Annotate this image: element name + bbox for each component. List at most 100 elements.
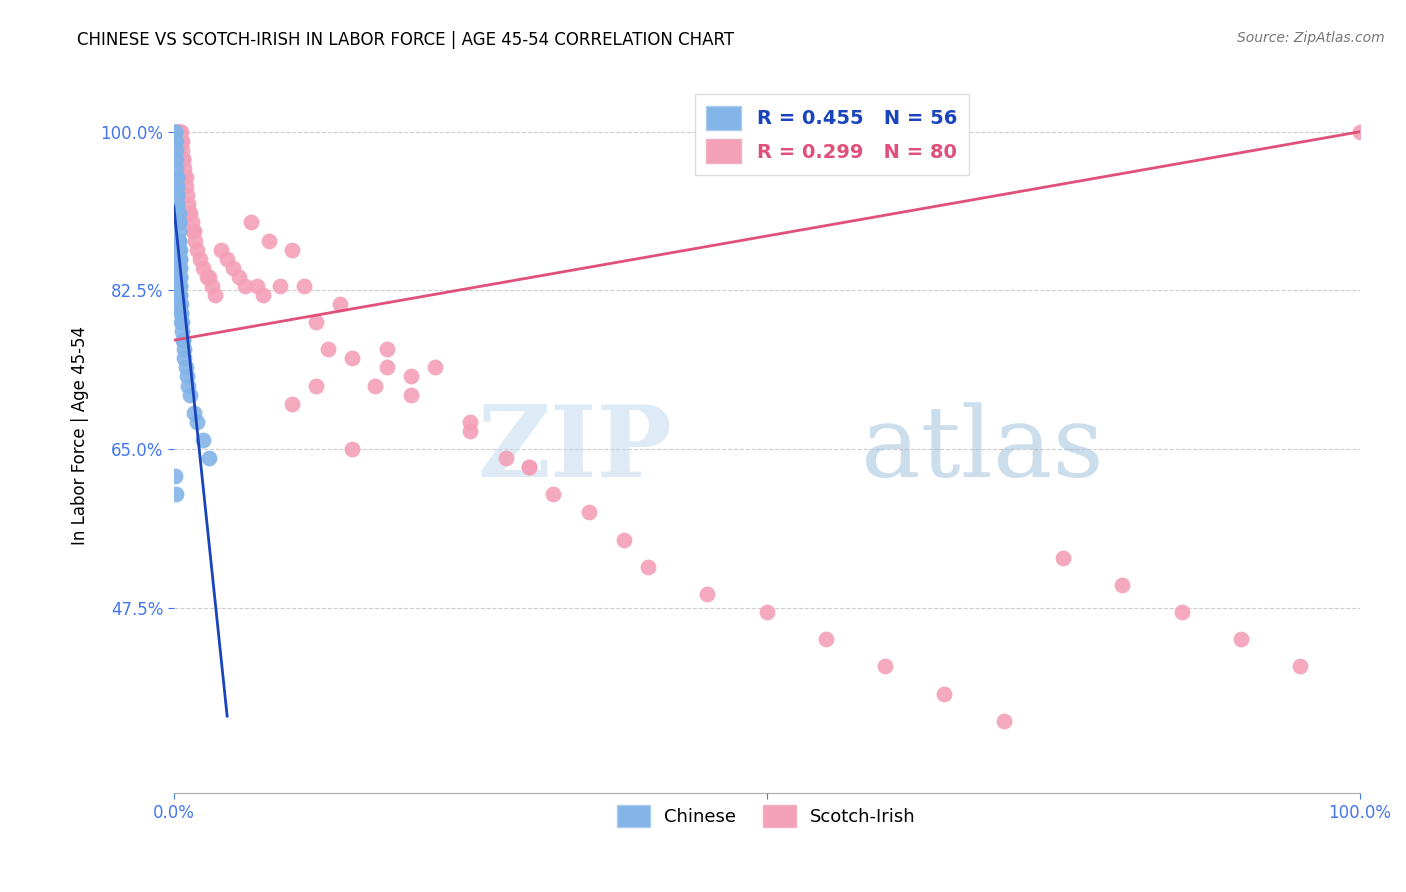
Point xyxy=(209,243,232,257)
Point xyxy=(169,260,191,275)
Legend: Chinese, Scotch-Irish: Chinese, Scotch-Irish xyxy=(610,798,924,834)
Point xyxy=(173,351,195,366)
Point xyxy=(340,351,363,366)
Point xyxy=(755,605,778,619)
Point xyxy=(637,559,659,574)
Point xyxy=(165,125,187,139)
Point xyxy=(180,215,202,229)
Point xyxy=(1111,578,1133,592)
Point xyxy=(375,360,398,375)
Point xyxy=(292,278,315,293)
Point xyxy=(169,125,191,139)
Point xyxy=(169,243,191,257)
Point xyxy=(163,134,186,148)
Point xyxy=(399,387,422,401)
Y-axis label: In Labor Force | Age 45-54: In Labor Force | Age 45-54 xyxy=(72,326,89,545)
Point xyxy=(170,134,193,148)
Point xyxy=(246,278,269,293)
Point xyxy=(179,206,201,220)
Point xyxy=(177,378,200,392)
Point xyxy=(167,215,190,229)
Point xyxy=(458,415,481,429)
Point xyxy=(458,424,481,438)
Text: CHINESE VS SCOTCH-IRISH IN LABOR FORCE | AGE 45-54 CORRELATION CHART: CHINESE VS SCOTCH-IRISH IN LABOR FORCE |… xyxy=(77,31,734,49)
Point xyxy=(165,487,187,501)
Point xyxy=(495,451,517,466)
Point xyxy=(165,134,187,148)
Point xyxy=(252,288,274,302)
Point xyxy=(222,260,245,275)
Point xyxy=(166,179,188,194)
Point xyxy=(173,343,195,357)
Point xyxy=(167,234,190,248)
Point xyxy=(423,360,446,375)
Point xyxy=(169,288,191,302)
Point xyxy=(172,152,194,166)
Point xyxy=(305,315,328,329)
Point xyxy=(198,451,221,466)
Point xyxy=(188,252,211,266)
Point xyxy=(217,252,239,266)
Point xyxy=(163,125,186,139)
Point xyxy=(281,397,304,411)
Point xyxy=(183,225,205,239)
Point xyxy=(167,125,190,139)
Point xyxy=(165,152,187,166)
Point xyxy=(170,306,193,320)
Point xyxy=(541,487,564,501)
Point xyxy=(166,188,188,202)
Point xyxy=(166,188,188,202)
Point xyxy=(814,632,837,647)
Point xyxy=(170,315,193,329)
Point xyxy=(1348,125,1371,139)
Point xyxy=(167,243,190,257)
Point xyxy=(174,170,197,185)
Point xyxy=(179,387,201,401)
Point xyxy=(173,170,195,185)
Point xyxy=(364,378,387,392)
Point xyxy=(233,278,256,293)
Point xyxy=(340,442,363,456)
Point xyxy=(163,125,186,139)
Point xyxy=(169,278,191,293)
Point xyxy=(184,234,207,248)
Point xyxy=(172,333,194,347)
Point xyxy=(176,369,198,384)
Point xyxy=(167,225,190,239)
Point xyxy=(993,714,1015,728)
Point xyxy=(167,234,190,248)
Point xyxy=(183,406,205,420)
Point xyxy=(166,125,188,139)
Point xyxy=(166,179,188,194)
Point xyxy=(281,243,304,257)
Text: atlas: atlas xyxy=(862,401,1104,498)
Point xyxy=(193,260,215,275)
Point xyxy=(578,505,600,519)
Point xyxy=(613,533,636,547)
Point xyxy=(169,269,191,284)
Point xyxy=(172,333,194,347)
Point xyxy=(198,269,221,284)
Point xyxy=(257,234,280,248)
Point xyxy=(329,297,352,311)
Point xyxy=(193,433,215,447)
Point xyxy=(177,197,200,211)
Point xyxy=(204,288,226,302)
Point xyxy=(174,179,197,194)
Point xyxy=(170,306,193,320)
Point xyxy=(239,215,262,229)
Point xyxy=(201,278,224,293)
Point xyxy=(170,143,193,157)
Point xyxy=(166,206,188,220)
Text: Source: ZipAtlas.com: Source: ZipAtlas.com xyxy=(1237,31,1385,45)
Point xyxy=(170,134,193,148)
Point xyxy=(519,460,541,475)
Point xyxy=(269,278,291,293)
Point xyxy=(169,125,191,139)
Point xyxy=(163,125,186,139)
Point xyxy=(165,143,187,157)
Point xyxy=(181,225,204,239)
Point xyxy=(169,288,191,302)
Point xyxy=(1289,659,1312,673)
Point xyxy=(1170,605,1192,619)
